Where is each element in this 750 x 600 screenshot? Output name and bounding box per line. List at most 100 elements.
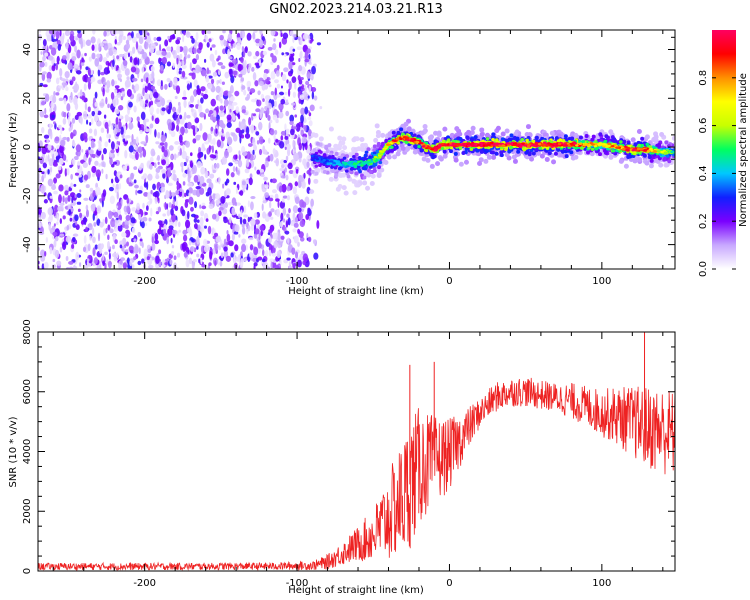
spectrogram-cell: [313, 178, 319, 184]
spectrogram-cell: [167, 51, 171, 59]
spectrogram-cell: [85, 66, 89, 71]
spectrogram-cell: [222, 133, 225, 137]
spectrogram-cell: [51, 114, 55, 119]
spectrogram-cell: [161, 159, 166, 166]
spectrogram-cell: [333, 143, 339, 149]
spectrogram-cell: [227, 90, 232, 99]
spectrogram-cell: [286, 257, 291, 261]
spectrogram-cell: [204, 170, 209, 179]
spectrogram-cell: [119, 174, 123, 179]
spectrogram-cell: [294, 196, 300, 205]
spectrogram-cell: [166, 236, 170, 245]
spectrogram-cell: [133, 238, 137, 242]
spectrogram-cell: [150, 65, 155, 73]
spectrogram-cell: [193, 223, 198, 229]
spectrogram-cell: [225, 255, 232, 262]
spectrogram-cell: [65, 51, 70, 61]
spectrogram-cell: [89, 187, 94, 192]
spectrogram-cell: [137, 146, 143, 154]
spectrogram-cell: [297, 241, 300, 247]
spectrogram-cell: [171, 50, 176, 55]
spectrogram-cell: [164, 157, 170, 167]
spectrogram-cell: [274, 264, 280, 269]
spectrogram-cell: [205, 35, 209, 43]
spectrogram-cell: [364, 150, 369, 154]
spectrogram-cell: [128, 101, 133, 108]
spectrogram-cell: [293, 152, 298, 161]
spectrogram-cell: [412, 149, 418, 155]
spectrogram-cell: [124, 149, 128, 159]
spectrogram-cell: [189, 152, 193, 157]
spectrogram-cell: [214, 260, 217, 267]
spectrogram-cell: [285, 128, 290, 135]
spectrogram-cell: [49, 123, 52, 128]
spectrogram-cell: [114, 159, 121, 166]
spectrogram-cell: [65, 86, 69, 92]
spectrogram-cell: [270, 30, 276, 37]
spectrogram-cell: [100, 71, 105, 76]
spectrogram-cell: [183, 192, 187, 198]
spectrogram-cell: [197, 152, 202, 159]
spectrogram-cell: [94, 91, 98, 99]
spectrogram-cell: [376, 173, 382, 179]
spectrogram-cell: [231, 207, 235, 216]
spectrogram-cell: [500, 137, 505, 142]
spectrogram-cell: [46, 71, 52, 80]
spectrogram-cell: [279, 141, 285, 149]
spectrogram-cell: [51, 65, 56, 72]
spectrogram-cell: [68, 112, 71, 117]
spectrogram-cell: [304, 58, 310, 63]
spectrogram-cell: [105, 96, 108, 105]
spectrogram-cell: [258, 58, 262, 67]
spectrogram-cell: [374, 123, 380, 129]
spectrogram-cell: [113, 256, 118, 262]
spectrogram-cell: [123, 140, 129, 145]
spectrogram-cell: [570, 136, 575, 141]
spectrogram-cell: [47, 207, 53, 216]
spectrogram-cell: [96, 218, 101, 226]
spectrogram-cell: [112, 252, 118, 258]
spectrogram-cell: [307, 116, 312, 121]
spectrogram-cell: [268, 211, 272, 217]
spectrogram-cell: [167, 35, 171, 40]
spectrogram-cell: [147, 32, 150, 36]
spectrogram-cell: [294, 82, 297, 90]
spectrogram-cell: [269, 119, 273, 124]
spectrogram-cell: [57, 165, 62, 171]
spectrogram-cell: [74, 266, 78, 269]
spectrogram-cell: [380, 132, 386, 138]
spectrogram-cell: [125, 214, 131, 221]
spectrogram-cell: [233, 231, 239, 235]
spectrogram-cell: [132, 77, 138, 82]
spectrogram-cell: [500, 131, 506, 137]
spectrogram-cell: [68, 266, 74, 269]
spectrogram-cell: [185, 31, 191, 38]
spectrogram-cell: [116, 140, 119, 145]
spectrogram-cell: [197, 104, 203, 113]
spectrogram-cell: [97, 64, 103, 71]
spectrogram-cell: [285, 174, 289, 181]
spectrogram-cell: [161, 259, 166, 268]
spectrogram-cell: [473, 135, 478, 140]
spectrogram-cell: [241, 226, 246, 235]
spectrogram-cell: [107, 224, 111, 231]
spectrogram-cell: [271, 189, 278, 194]
spectrogram-cell: [210, 126, 214, 132]
spectrogram-cell: [138, 165, 142, 171]
spectrogram-cell: [64, 168, 68, 177]
spectrogram-cell: [191, 37, 195, 44]
spectrogram-cell: [255, 50, 260, 57]
spectrogram-cell: [163, 149, 168, 158]
spectrogram-cell: [159, 44, 162, 52]
spectrogram-cell: [313, 252, 319, 260]
spectrogram-cell: [115, 183, 120, 190]
spectrogram-cell: [640, 136, 645, 141]
spectrogram-cell: [219, 92, 223, 98]
spectrogram-cell: [103, 43, 109, 51]
spectrogram-cell: [149, 163, 153, 170]
spectrogram-cell: [260, 230, 263, 237]
spectrogram-cell: [41, 171, 45, 175]
spectrogram-cell: [43, 192, 47, 197]
spectrogram-cell: [164, 262, 168, 266]
spectrogram-cell: [304, 50, 309, 60]
